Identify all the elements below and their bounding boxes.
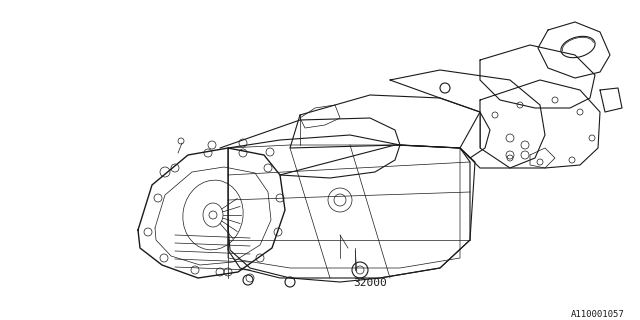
Text: A110001057: A110001057 xyxy=(572,310,625,319)
Text: 32000: 32000 xyxy=(353,278,387,288)
